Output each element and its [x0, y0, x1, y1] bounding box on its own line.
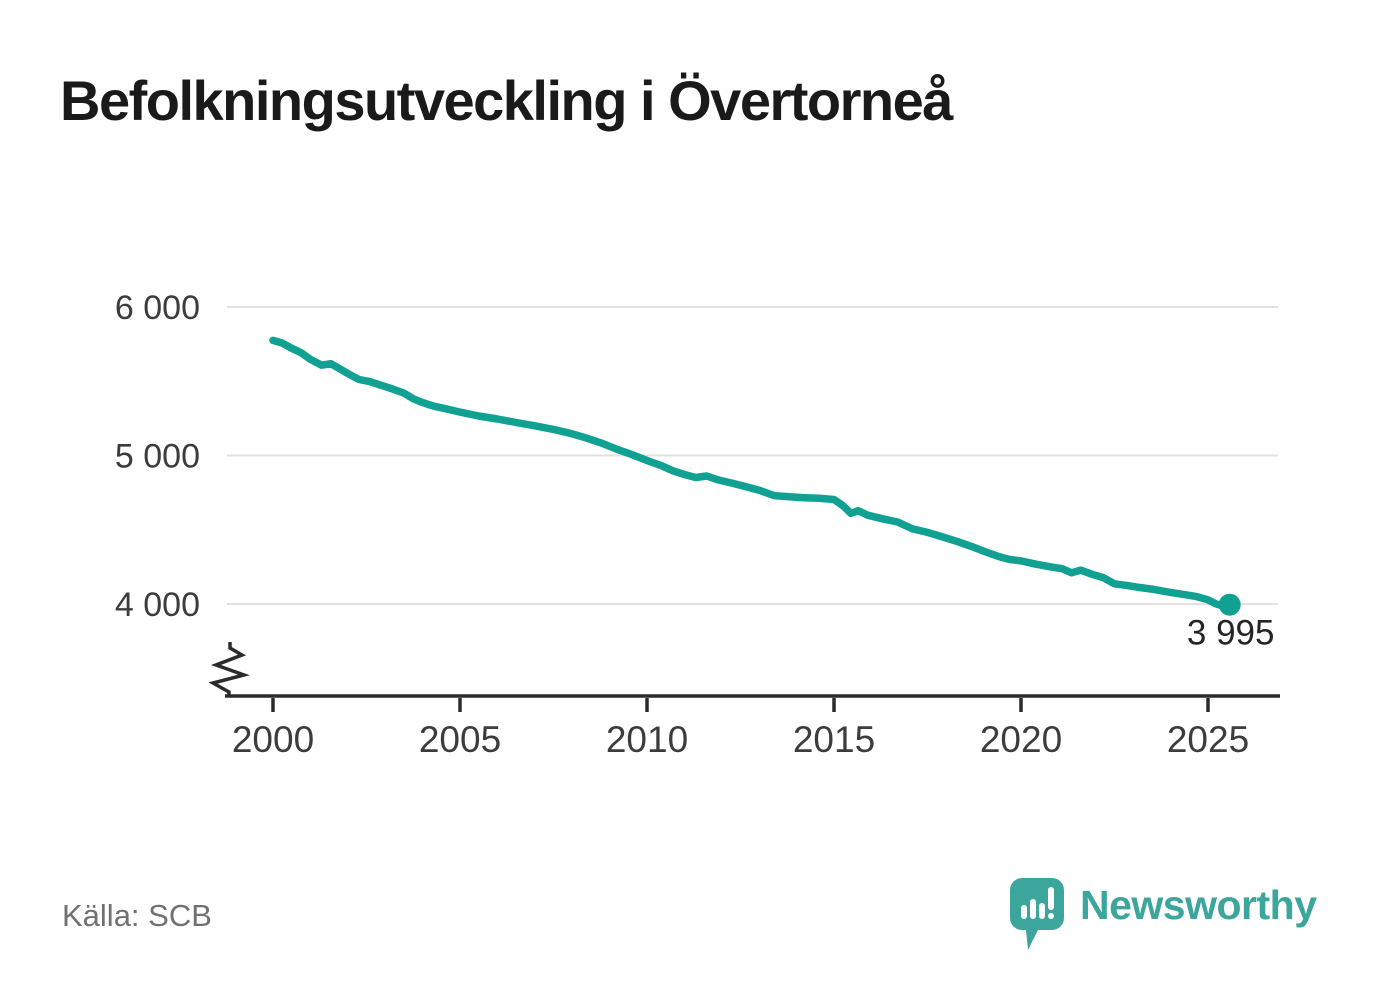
exclamation-stem	[1048, 887, 1054, 910]
x-tick-label-2000: 2000	[232, 719, 314, 760]
x-tick-label-2025: 2025	[1167, 719, 1249, 760]
y-tick-label-4000: 4 000	[115, 586, 200, 624]
y-axis-break-icon	[208, 642, 250, 696]
latest-value-label: 3 995	[1187, 614, 1275, 653]
y-tick-label-6000: 6 000	[115, 289, 200, 327]
chart-title: Befolkningsutveckling i Övertorneå	[60, 69, 953, 132]
population-series-line	[269, 336, 1234, 610]
newsworthy-wordmark: Newsworthy	[1080, 882, 1317, 928]
source-note: Källa: SCB	[62, 898, 212, 933]
x-tick-label-2005: 2005	[419, 719, 501, 760]
x-tick-label-2020: 2020	[980, 719, 1062, 760]
y-tick-label-5000: 5 000	[115, 438, 200, 476]
x-tick-label-2015: 2015	[793, 719, 875, 760]
bar-1	[1021, 905, 1027, 919]
bar-2	[1030, 899, 1036, 919]
latest-value-dot	[1218, 593, 1241, 616]
x-tick-label-2010: 2010	[606, 719, 688, 760]
bar-3	[1039, 903, 1045, 919]
newsworthy-logo: Newsworthy	[1010, 878, 1317, 952]
newsworthy-icon	[1010, 878, 1064, 950]
speech-bubble-shape	[1010, 878, 1064, 950]
exclamation-dot	[1048, 913, 1054, 919]
